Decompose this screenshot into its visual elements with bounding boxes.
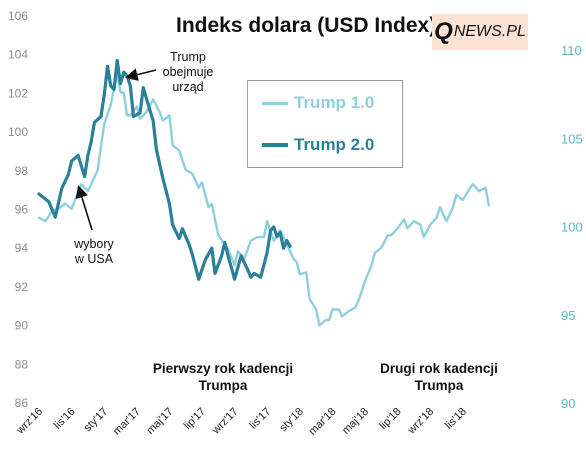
left-axis-tick-label: 102 (8, 86, 28, 100)
annotation-election-line2: w USA (74, 252, 114, 266)
series-line-trump-2 (37, 58, 292, 281)
x-axis-tick-label: sty'17 (82, 406, 111, 435)
right-axis-tick-label: 105 (561, 131, 583, 146)
legend-item-trump-1: Trump 1.0 (262, 93, 374, 113)
x-axis-tick-label: wrz'18 (405, 406, 436, 437)
annotation-inauguration-line1: Trump (170, 50, 206, 64)
left-axis-tick-label: 100 (8, 125, 28, 139)
x-axis-tick-label: maj'18 (340, 406, 371, 437)
annotation-inauguration-line2: obejmuje (162, 65, 214, 79)
left-axis-tick-label: 104 (8, 48, 28, 62)
annotation-inauguration: Trump obejmuje urząd (158, 50, 218, 95)
x-axis-tick-label: mar'17 (111, 406, 143, 438)
chart-legend: Trump 1.0 Trump 2.0 (247, 80, 403, 168)
annotation-election: wybory w USA (64, 237, 124, 267)
period-label-first-year: Pierwszy rok kadencji Trumpa (138, 360, 308, 394)
left-axis-tick-label: 96 (15, 203, 29, 217)
legend-item-trump-2: Trump 2.0 (262, 135, 374, 155)
x-axis-tick-label: wrz'16 (14, 406, 45, 437)
legend-label-trump-2: Trump 2.0 (294, 135, 375, 154)
left-axis-tick-label: 90 (15, 319, 29, 333)
x-axis-tick-label: lis'17 (247, 406, 273, 432)
x-axis-tick-label: mar'18 (307, 406, 339, 438)
right-axis-tick-label: 95 (561, 308, 575, 323)
logo-letter: Q (434, 18, 453, 45)
arrow-inauguration (124, 68, 157, 81)
qnews-logo: Q NEWS.PL (432, 14, 528, 50)
legend-swatch-trump-1 (262, 101, 288, 105)
x-axis-tick-label: lip'17 (182, 406, 208, 432)
left-axis-tick-label: 106 (8, 9, 28, 23)
x-axis-tick-label: lis'18 (443, 406, 469, 432)
right-axis-tick-label: 90 (561, 396, 575, 411)
right-axis-tick-label: 110 (561, 43, 582, 58)
x-axis-tick-label: lip'18 (377, 406, 403, 432)
chart-title: Indeks dolara (USD Index) (176, 14, 437, 37)
legend-swatch-trump-2 (262, 143, 288, 147)
right-axis-tick-label: 100 (561, 220, 583, 235)
period-label-second-line2: Trumpa (414, 378, 464, 393)
arrow-election (75, 184, 93, 231)
left-axis-tick-label: 88 (15, 357, 29, 371)
annotation-election-line1: wybory (74, 237, 114, 251)
left-axis-tick-label: 98 (15, 164, 29, 178)
x-axis-tick-label: sty'18 (277, 406, 306, 435)
period-label-first-line2: Trumpa (198, 378, 248, 393)
period-label-first-line1: Pierwszy rok kadencji (152, 361, 294, 376)
x-axis-tick-label: lis'16 (52, 406, 78, 432)
annotation-inauguration-line3: urząd (172, 80, 204, 94)
left-axis-tick-label: 92 (15, 280, 29, 294)
x-axis-tick-label: maj'17 (144, 406, 175, 437)
period-label-second-line1: Drugi rok kadencji (380, 361, 498, 376)
left-axis-tick-label: 86 (15, 396, 29, 410)
logo-text: NEWS.PL (453, 23, 526, 40)
period-label-second-year: Drugi rok kadencji Trumpa (364, 360, 514, 394)
x-axis-tick-label: wrz'17 (209, 406, 240, 437)
legend-label-trump-1: Trump 1.0 (294, 93, 375, 112)
left-axis-tick-label: 94 (15, 241, 29, 255)
